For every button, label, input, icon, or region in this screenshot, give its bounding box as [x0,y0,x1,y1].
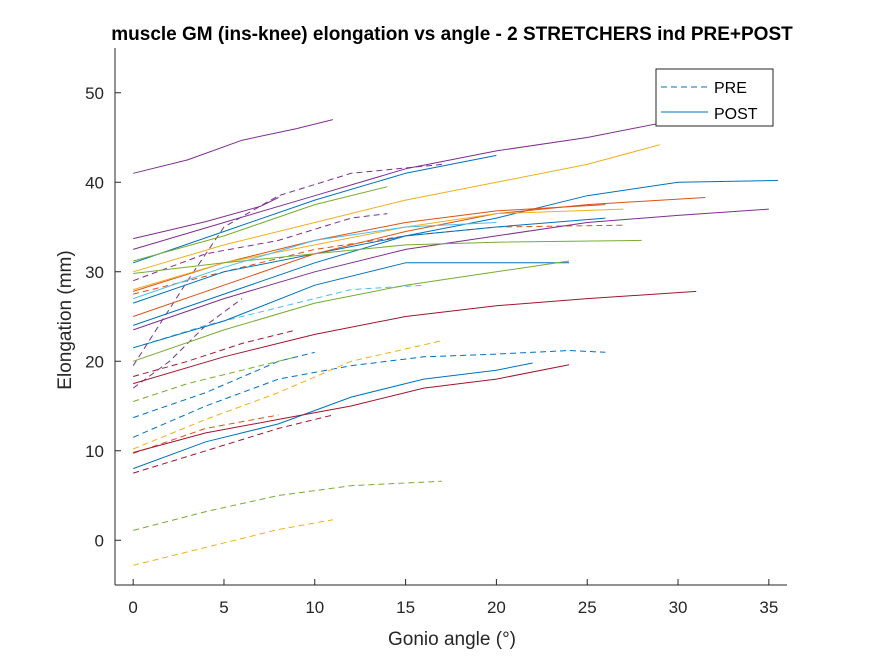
series-line-pre-12 [133,414,334,474]
x-tick-label: 20 [487,598,506,617]
series-line-pre-2 [133,414,279,454]
series-line-pre-7 [132,298,243,389]
y-tick-label: 40 [85,173,104,192]
series-line-pre-9 [133,480,442,531]
series-line-post-30 [133,222,497,300]
legend-post-label: POST [714,106,758,123]
series-line-post-29 [133,239,642,274]
y-axis-label: Elongation (mm) [55,250,76,389]
series-layer [132,117,778,566]
series-line-post-28 [133,260,570,362]
y-tick-label: 10 [85,442,104,461]
y-tick-label: 0 [95,531,104,550]
x-tick-label: 25 [578,598,597,617]
series-line-pre-1 [133,351,315,419]
series-line-post-23 [133,119,334,174]
series-line-pre-11 [133,284,424,349]
series-line-post-20 [133,197,706,317]
series-line-post-32 [133,290,697,385]
series-line-post-24 [133,197,279,240]
legend: PRE POST [655,68,774,127]
x-tick-label: 35 [759,598,778,617]
x-axis-label: Gonio angle (°) [388,629,516,650]
series-line-post-22 [133,208,624,291]
axes-layer: 0 5 10 15 20 25 30 35 0 10 20 30 40 50 [85,48,787,617]
series-line-post-17 [133,180,778,304]
chart-title: muscle GM (ins-knee) elongation vs angle… [111,24,793,45]
series-line-pre-13 [133,329,297,377]
series-line-post-27 [133,186,388,262]
y-tick-label: 20 [85,352,104,371]
series-line-pre-8 [132,163,442,366]
x-tick-label: 5 [219,598,228,617]
series-line-pre-10 [133,356,297,402]
x-tick-label: 30 [669,598,688,617]
series-line-pre-4 [133,340,443,450]
series-line-post-26 [133,208,769,331]
legend-box [655,68,774,127]
series-line-pre-6 [133,213,388,282]
y-tick-label: 50 [85,84,104,103]
series-line-post-18 [133,154,497,264]
series-line-post-16 [133,362,533,470]
series-line-post-21 [133,144,661,273]
series-line-post-31 [133,364,570,453]
x-tick-label: 0 [128,598,137,617]
series-line-post-15 [133,262,570,349]
series-line-pre-0 [133,350,606,438]
legend-pre-label: PRE [714,80,747,97]
x-tick-label: 15 [396,598,415,617]
y-tick-label: 30 [85,263,104,282]
x-tick-label: 10 [305,598,324,617]
series-line-pre-5 [133,519,333,566]
